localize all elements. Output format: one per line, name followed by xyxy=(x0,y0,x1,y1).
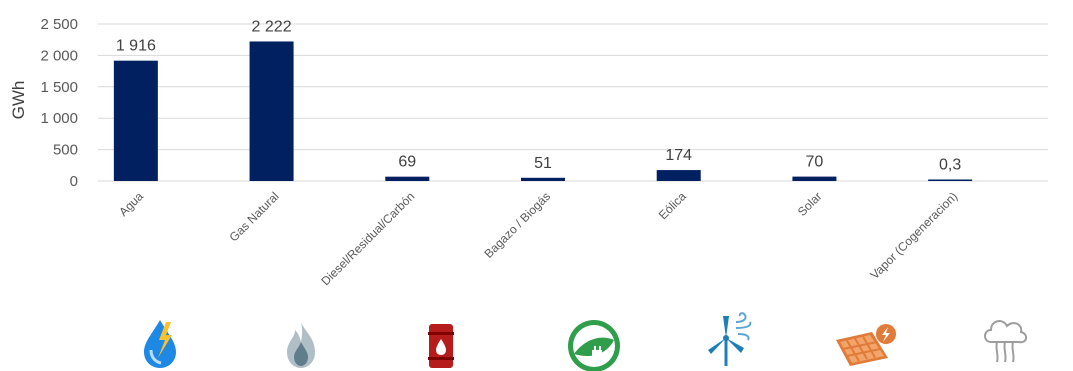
water-lightning-icon xyxy=(144,320,176,368)
category-label: Vapor (Cogeneracion) xyxy=(868,189,961,282)
data-labels: 1 916 2 222 69 51 174 70 0,3 xyxy=(116,18,962,173)
category-labels: Agua Gas Natural Diesel/Residual/Carbón Bag… xyxy=(116,189,960,288)
y-tick-label: 0 xyxy=(70,173,78,190)
wind-turbine-icon xyxy=(708,312,752,366)
bar xyxy=(928,179,973,181)
data-label: 0,3 xyxy=(939,157,961,174)
category-label: Bagazo / Biogás xyxy=(481,189,553,261)
y-tick-label: 2 000 xyxy=(40,47,78,64)
category-label: Solar xyxy=(795,189,825,219)
bars xyxy=(113,41,973,181)
category-label: Eólica xyxy=(656,189,689,222)
bar xyxy=(249,41,294,181)
data-label: 174 xyxy=(665,147,692,164)
bar xyxy=(656,170,701,181)
category-label: Gas Natural xyxy=(227,189,282,244)
natural-gas-flame-icon xyxy=(287,322,315,368)
y-tick-label: 1 000 xyxy=(40,110,78,127)
bar xyxy=(385,176,430,181)
category-label: Diesel/Residual/Carbón xyxy=(318,189,417,288)
category-label: Agua xyxy=(116,189,146,219)
oil-barrel-icon xyxy=(428,324,454,368)
data-label: 2 222 xyxy=(252,18,292,35)
icon-row xyxy=(144,312,1027,371)
y-axis-ticks: 0 500 1 000 1 500 2 000 2 500 xyxy=(40,16,78,190)
y-tick-label: 500 xyxy=(53,142,78,159)
bar xyxy=(792,176,837,181)
data-label: 51 xyxy=(534,155,552,172)
bar xyxy=(113,60,158,181)
y-tick-label: 2 500 xyxy=(40,16,78,33)
bar xyxy=(521,177,565,181)
data-label: 69 xyxy=(398,154,416,171)
data-label: 1 916 xyxy=(116,38,156,55)
data-label: 70 xyxy=(806,154,824,171)
solar-panel-icon xyxy=(836,324,896,366)
y-axis-title: GWh xyxy=(9,81,28,120)
steam-cloud-icon xyxy=(984,320,1027,363)
y-tick-label: 1 500 xyxy=(40,79,78,96)
biogas-leaf-plug-icon xyxy=(568,320,620,371)
gridlines xyxy=(98,23,1048,182)
